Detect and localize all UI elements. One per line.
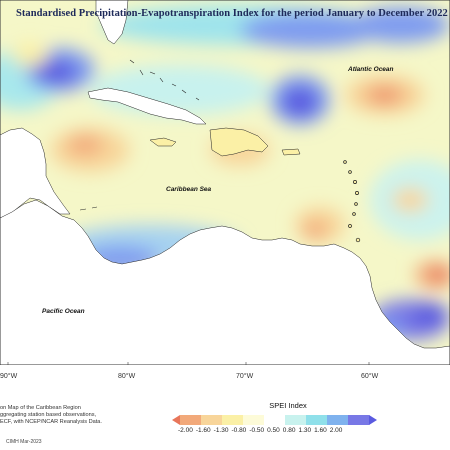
note-line-1: on Map of the Caribbean Region [0, 405, 81, 411]
jamaica-island [149, 137, 177, 147]
south-america-landmass [0, 199, 450, 365]
legend-labels: -2.00 -1.60 -1.30 -0.80 -0.50 0.50 0.80 1.30 1.6… [178, 427, 345, 434]
note-line-3: ECF, with NCEP/NCAR Reanalysis Data. [0, 419, 102, 425]
mexico-landmass [0, 127, 71, 219]
spei-map [0, 0, 450, 365]
legend-swatch [285, 415, 307, 425]
map-title: Standardised Precipitation-Evapotranspir… [16, 8, 448, 19]
legend-tick-label: 0.80 [282, 427, 296, 434]
note-line-2: ggregating station based observations, [0, 412, 97, 418]
legend-swatch [348, 415, 370, 425]
caribbean-sea-label: Caribbean Sea [166, 186, 212, 193]
legend-swatch [243, 415, 265, 425]
legend-tick-label: -1.30 [213, 427, 229, 434]
hispaniola-island [209, 127, 269, 157]
puerto-rico-island [281, 148, 301, 156]
legend-swatch-high-arrow [369, 415, 377, 425]
legend-tick-label: -2.00 [178, 427, 193, 434]
cuba-island [87, 87, 207, 125]
lesser-antilles [343, 160, 361, 243]
legend-swatch [222, 415, 244, 425]
legend-swatch [327, 415, 349, 425]
credit-text: CIMH Mar-2023 [6, 439, 42, 445]
legend-title: SPEI Index [269, 401, 307, 410]
bahamas-islands [129, 59, 200, 101]
florida-landmass [95, 0, 129, 45]
legend-swatch-low-arrow [172, 415, 180, 425]
legend-swatch [264, 415, 286, 425]
legend-tick-label: 1.60 [314, 427, 327, 434]
pacific-ocean-label: Pacific Ocean [42, 308, 85, 315]
legend-swatch [306, 415, 328, 425]
bay-islands [79, 206, 98, 211]
atlantic-ocean-label: Atlantic Ocean [348, 66, 394, 73]
legend-tick-label: -0.50 [249, 427, 265, 434]
legend-tick-label: -1.60 [195, 427, 211, 434]
longitude-label-90w: 90°W [0, 373, 18, 380]
longitude-label-80w: 80°W [118, 373, 136, 380]
legend-tick-label: 2.00 [329, 427, 343, 434]
legend-swatch [201, 415, 223, 425]
legend-colorbar [172, 412, 377, 425]
legend-tick-label: 0.50 [267, 427, 280, 434]
legend-swatch [180, 415, 202, 425]
longitude-label-60w: 60°W [361, 373, 379, 380]
legend-tick-label: -0.80 [231, 427, 247, 434]
legend-tick-label: 1.30 [298, 427, 312, 434]
longitude-label-70w: 70°W [236, 373, 254, 380]
